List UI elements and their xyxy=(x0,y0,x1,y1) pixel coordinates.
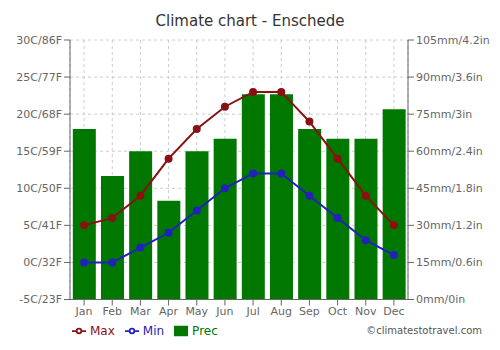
svg-text:30C/86F: 30C/86F xyxy=(16,34,62,47)
svg-text:Jan: Jan xyxy=(75,305,93,318)
svg-text:Jun: Jun xyxy=(215,305,233,318)
svg-text:60mm/2.4in: 60mm/2.4in xyxy=(416,145,483,158)
html-text:Max: Max xyxy=(90,323,115,338)
svg-text:15C/59F: 15C/59F xyxy=(16,145,62,158)
svg-text:0mm/0in: 0mm/0in xyxy=(416,293,465,306)
svg-text:0C/32F: 0C/32F xyxy=(23,256,62,269)
svg-text:Nov: Nov xyxy=(355,305,377,318)
svg-text:Feb: Feb xyxy=(103,305,122,318)
html-text:Min: Min xyxy=(142,323,165,338)
svg-text:90mm/3.6in: 90mm/3.6in xyxy=(416,71,483,84)
svg-text:30mm/1.2in: 30mm/1.2in xyxy=(416,219,483,232)
svg-text:5C/41F: 5C/41F xyxy=(23,219,62,232)
svg-text:10C/50F: 10C/50F xyxy=(16,182,62,195)
svg-text:Jul: Jul xyxy=(245,305,259,318)
html-text:©climatestotravel.com: ©climatestotravel.com xyxy=(366,325,482,336)
svg-text:105mm/4.2in: 105mm/4.2in xyxy=(416,34,490,47)
svg-text:Mar: Mar xyxy=(130,305,151,318)
svg-text:45mm/1.8in: 45mm/1.8in xyxy=(416,182,483,195)
svg-text:May: May xyxy=(185,305,208,318)
svg-text:Dec: Dec xyxy=(383,305,404,318)
svg-text:15mm/0.6in: 15mm/0.6in xyxy=(416,256,483,269)
svg-text:Apr: Apr xyxy=(159,305,179,318)
html-text:Climate chart - Enschede: Climate chart - Enschede xyxy=(155,12,345,30)
svg-text:Oct: Oct xyxy=(328,305,348,318)
html-text:Prec: Prec xyxy=(192,323,218,338)
svg-text:20C/68F: 20C/68F xyxy=(16,108,62,121)
svg-text:-5C/23F: -5C/23F xyxy=(19,293,62,306)
svg-text:25C/77F: 25C/77F xyxy=(16,71,62,84)
svg-text:Sep: Sep xyxy=(299,305,320,318)
svg-text:75mm/3in: 75mm/3in xyxy=(416,108,472,121)
svg-text:Aug: Aug xyxy=(271,305,292,318)
